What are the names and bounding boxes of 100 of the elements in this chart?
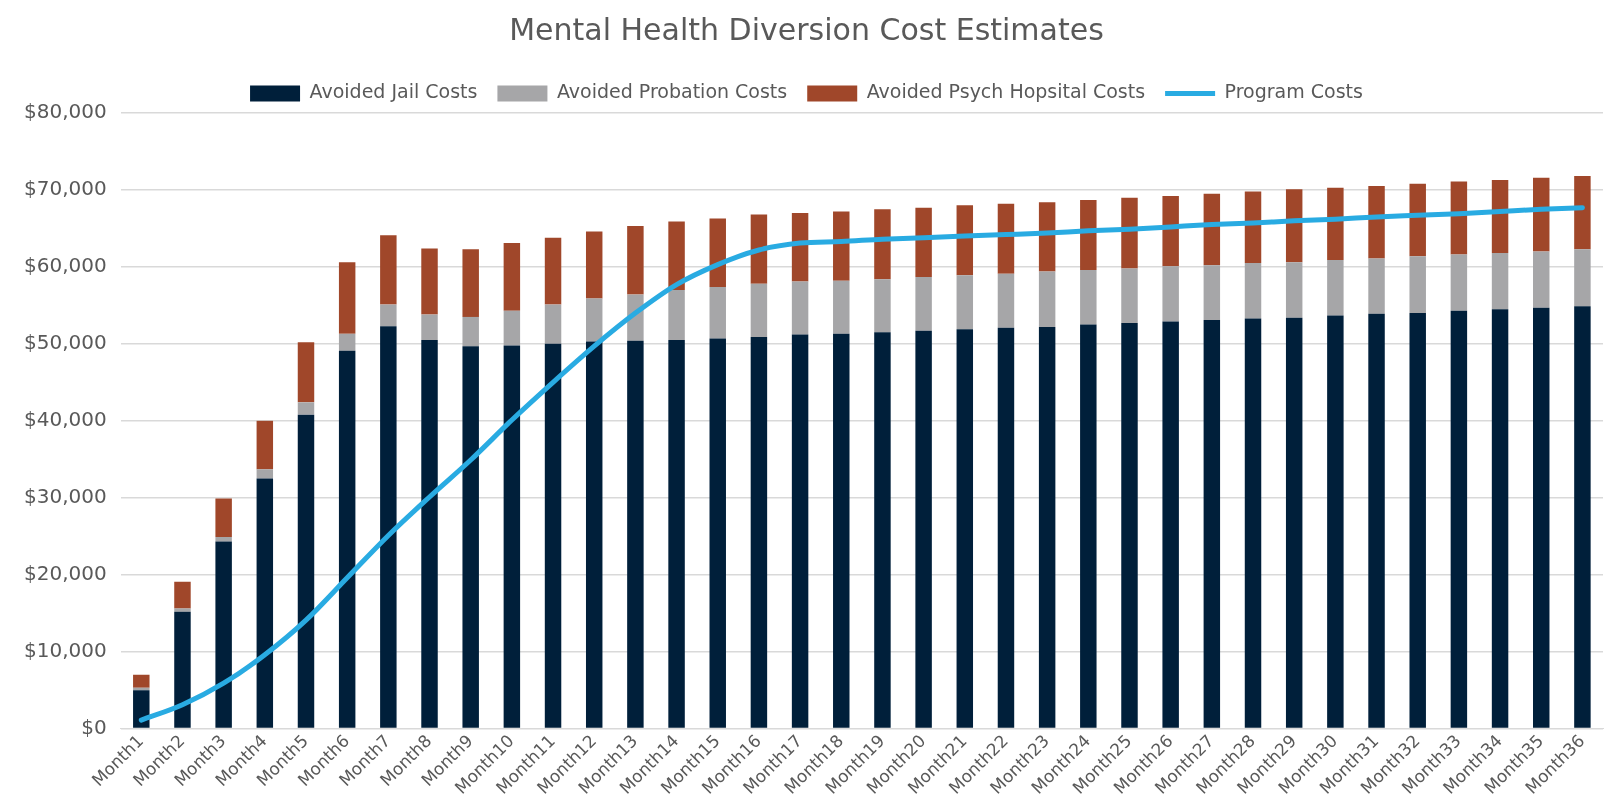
bar — [297, 402, 315, 415]
chart-title: Mental Health Diversion Cost Estimates — [509, 11, 1104, 47]
bar — [338, 350, 356, 728]
bar — [750, 336, 768, 728]
bar — [1574, 176, 1591, 250]
bar — [1368, 258, 1385, 314]
bar — [1162, 266, 1179, 322]
bar — [380, 326, 397, 728]
bar — [791, 334, 809, 728]
bar — [1285, 317, 1303, 728]
bar — [585, 231, 603, 299]
bar — [297, 414, 315, 728]
legend-label: Avoided Jail Costs — [309, 80, 478, 103]
bar — [1533, 177, 1550, 252]
bar — [256, 478, 274, 728]
bar — [1491, 253, 1509, 310]
bar — [421, 248, 438, 315]
y-tick-label: $70,000 — [23, 176, 107, 201]
bar — [956, 275, 974, 330]
bar — [1409, 313, 1426, 728]
bar — [421, 314, 438, 340]
bar — [215, 541, 232, 728]
bar — [1409, 183, 1426, 257]
bar — [1203, 193, 1221, 266]
bar — [1121, 323, 1138, 728]
bar — [174, 581, 191, 609]
bar — [338, 262, 356, 334]
bar — [421, 340, 438, 728]
bar — [1491, 179, 1509, 254]
bar — [1409, 256, 1426, 314]
bar — [997, 327, 1015, 728]
bar — [462, 346, 479, 728]
bar — [1574, 306, 1591, 728]
bar — [1121, 197, 1138, 269]
bar — [297, 342, 315, 403]
bar — [503, 345, 521, 728]
bar — [174, 611, 191, 728]
bar — [1533, 307, 1550, 728]
legend-label: Program Costs — [1224, 80, 1363, 103]
bar — [750, 283, 768, 337]
bar — [627, 340, 644, 728]
bar — [709, 338, 726, 728]
y-tick-label: $80,000 — [23, 99, 107, 124]
bar — [997, 203, 1015, 274]
bar — [1450, 254, 1468, 311]
bar — [668, 221, 685, 290]
bar — [256, 469, 274, 479]
bar — [709, 286, 726, 339]
bar — [544, 237, 562, 305]
bar — [1038, 326, 1056, 728]
bar — [380, 235, 397, 305]
bar — [174, 608, 191, 612]
bar — [915, 276, 932, 331]
bar — [1285, 262, 1303, 318]
bar — [1450, 181, 1468, 255]
bar — [997, 273, 1015, 328]
bar — [1162, 196, 1179, 267]
bar — [585, 341, 603, 728]
bar — [668, 340, 685, 728]
bar — [1038, 271, 1056, 327]
bar — [256, 420, 274, 470]
bar — [215, 498, 232, 537]
bar — [544, 343, 562, 728]
bar — [833, 280, 850, 334]
bar — [1162, 321, 1179, 728]
bar — [1491, 309, 1509, 728]
bar — [544, 304, 562, 344]
bar — [1038, 202, 1056, 272]
bar — [1244, 318, 1262, 728]
bar — [1533, 251, 1550, 308]
bar — [462, 249, 479, 317]
y-tick-label: $50,000 — [23, 330, 107, 355]
bar — [1080, 199, 1097, 270]
bar — [874, 332, 891, 728]
bar — [338, 333, 356, 351]
bar — [709, 218, 726, 287]
y-tick-label: $0 — [81, 714, 107, 739]
bar — [1121, 268, 1138, 324]
bar — [956, 329, 974, 728]
bar — [215, 537, 232, 542]
bar — [874, 279, 891, 333]
bar — [1368, 313, 1385, 728]
bar — [1080, 269, 1097, 325]
bar — [1203, 320, 1221, 728]
bar — [462, 316, 479, 347]
bar — [791, 281, 809, 335]
bar — [503, 310, 521, 346]
bar — [1327, 315, 1344, 728]
bar — [915, 330, 932, 728]
y-tick-label: $60,000 — [23, 253, 107, 278]
bar — [503, 243, 521, 311]
bar — [833, 333, 850, 728]
bar — [1368, 186, 1385, 259]
bar — [874, 209, 891, 280]
bar — [1450, 310, 1468, 728]
bar — [915, 207, 932, 277]
y-tick-label: $20,000 — [23, 560, 107, 585]
y-tick-label: $40,000 — [23, 407, 107, 431]
bar — [1285, 189, 1303, 263]
bar — [1574, 249, 1591, 307]
